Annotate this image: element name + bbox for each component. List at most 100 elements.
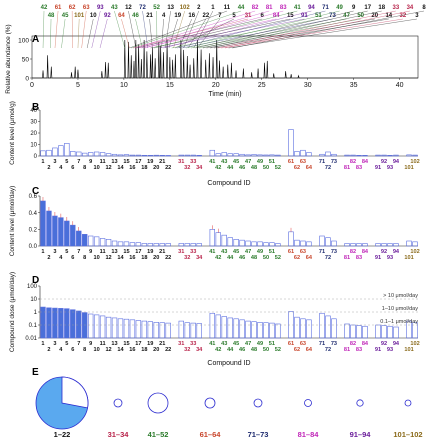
chart-c-bar: [245, 240, 251, 247]
chart-b-bar: [294, 151, 300, 157]
chart-c-bar: [111, 240, 118, 247]
chart-c-bar: [209, 229, 215, 247]
chart-b-xtick-label: 16: [129, 165, 135, 171]
chart-d-xtick-label: 33: [190, 341, 196, 347]
chart-b-bar: [117, 154, 124, 157]
chart-e-label: 71–73: [248, 430, 269, 439]
chart-d-bar: [306, 319, 312, 339]
chart-a-peak-leader: [129, 10, 228, 49]
chart-b-bar: [184, 154, 190, 157]
chart-a-peak-label: 46: [132, 13, 139, 19]
chart-c-xtick-label: 81: [344, 255, 350, 261]
chart-c-xtick-label: 9: [89, 249, 92, 255]
chart-d-xtick-label: 20: [153, 347, 159, 353]
chart-d-ytick-label: 100: [27, 284, 38, 290]
chart-c-xtick-label: 14: [117, 255, 124, 261]
chart-b-ytick-label: 0: [34, 154, 38, 160]
chart-c-xtick-label: 3: [53, 249, 56, 255]
chart-c-xtick-label: 102: [410, 249, 419, 255]
chart-d-xtick-label: 46: [239, 347, 245, 353]
chart-c-bar: [159, 243, 165, 247]
chart-c-ytick-label: 0.4: [29, 211, 38, 217]
chart-b-ytick-label: 20: [30, 131, 37, 137]
chart-a-peak-label: 47: [343, 13, 350, 19]
chart-c-bar: [275, 243, 281, 247]
chart-d-bar: [105, 316, 112, 339]
chart-c-xtick-label: 45: [233, 249, 239, 255]
chart-d-threshold-label: > 10 μmol/day: [383, 293, 418, 299]
chart-b-xtick-label: 8: [83, 165, 86, 171]
chart-c-bar: [196, 243, 202, 247]
chart-a-peak-leader: [178, 18, 192, 49]
chart-a-peak-label: 31: [245, 13, 252, 19]
chart-c-xtick-label: 44: [227, 255, 234, 261]
chart-c-bar: [227, 237, 233, 247]
chart-c-bar: [269, 242, 275, 247]
chart-b-bar: [129, 154, 136, 157]
chart-a-peak-label: 72: [139, 5, 146, 11]
chart-a-peak-label: 15: [287, 13, 294, 19]
chart-a-frame: [31, 35, 419, 79]
chart-c-bar: [215, 232, 221, 247]
chart-b-xtick-label: 2: [47, 165, 50, 171]
chart-d-bar: [64, 308, 70, 339]
chart-d-bar: [245, 320, 251, 339]
chart-b-xtick-label: 12: [105, 165, 111, 171]
chart-d-xtick-label: 32: [184, 347, 190, 353]
chart-b-xtick-label: 32: [184, 165, 190, 171]
chart-c-bar: [99, 238, 106, 247]
chart-b-xtick-label: 14: [117, 165, 124, 171]
chart-b-bar: [190, 154, 196, 157]
chart-a-peak-label: 92: [104, 13, 111, 19]
chart-b-ylabel: Content level (μmol/g): [9, 101, 16, 165]
chart-c-bar: [350, 243, 356, 247]
chart-a-peak-leader: [144, 10, 284, 49]
chart-c-bar: [117, 241, 124, 247]
chart-b-bar: [70, 151, 76, 157]
chart-b-xtick-label: 10: [94, 165, 100, 171]
chart-e-label: 61–64: [200, 430, 222, 439]
chart-b-bar: [111, 153, 118, 157]
panel-letter-e: E: [32, 367, 39, 378]
chart-d-bar: [184, 322, 190, 339]
chart-d-xtick-label: 2: [47, 347, 50, 353]
chart-d-xtick-label: 84: [362, 341, 369, 347]
chart-a-peak-leader: [42, 10, 45, 49]
chart-d-xtick-label: 62: [294, 347, 300, 353]
chart-a-peak-leader: [133, 18, 249, 49]
chart-b-xtick-label: 61: [288, 159, 294, 165]
chart-a-peak-label: 82: [252, 5, 259, 11]
chart-a-peak-label: 12: [125, 5, 132, 11]
chart-c-xtick-label: 92: [381, 249, 387, 255]
chart-a-peak-leader: [131, 10, 242, 49]
chart-a-peak-leader: [206, 18, 375, 49]
chart-d-xtick-label: 15: [123, 341, 129, 347]
chart-c-xtick-label: 46: [239, 255, 245, 261]
chart-d-xtick-label: 51: [269, 341, 275, 347]
chart-c-bar: [221, 234, 227, 247]
chart-b-xtick-label: 19: [147, 159, 153, 165]
chart-c-bar: [306, 241, 312, 247]
chart-d-xtick-label: 21: [159, 341, 165, 347]
chart-c-bar: [251, 241, 257, 247]
chart-c-bar: [52, 215, 58, 247]
chart-d-xtick-label: 7: [77, 341, 80, 347]
chart-c-bar: [356, 243, 362, 247]
chart-c-xtick-label: 71: [319, 249, 325, 255]
panel-letter-d: D: [32, 275, 39, 286]
chart-c-bar: [123, 241, 130, 247]
chart-b-xtick-label: 21: [159, 159, 165, 165]
chart-b-xtick-label: 22: [165, 165, 171, 171]
chart-d-xlabel: Compound ID: [207, 360, 250, 367]
chart-b-bar: [147, 155, 153, 157]
chart-b-bar: [387, 155, 393, 157]
chart-b-xtick-label: 93: [387, 165, 393, 171]
chart-d-ylabel: Compound dose (μmol/day): [9, 272, 16, 352]
chart-d-xtick-label: 10: [94, 347, 100, 353]
chart-a-peak-label: 32: [400, 13, 407, 19]
chart-a-xtick-label: 15: [166, 82, 174, 89]
chart-b-xtick-label: 102: [410, 159, 419, 165]
chart-a-peak-leader: [232, 10, 425, 49]
chart-c-bar: [58, 217, 64, 247]
